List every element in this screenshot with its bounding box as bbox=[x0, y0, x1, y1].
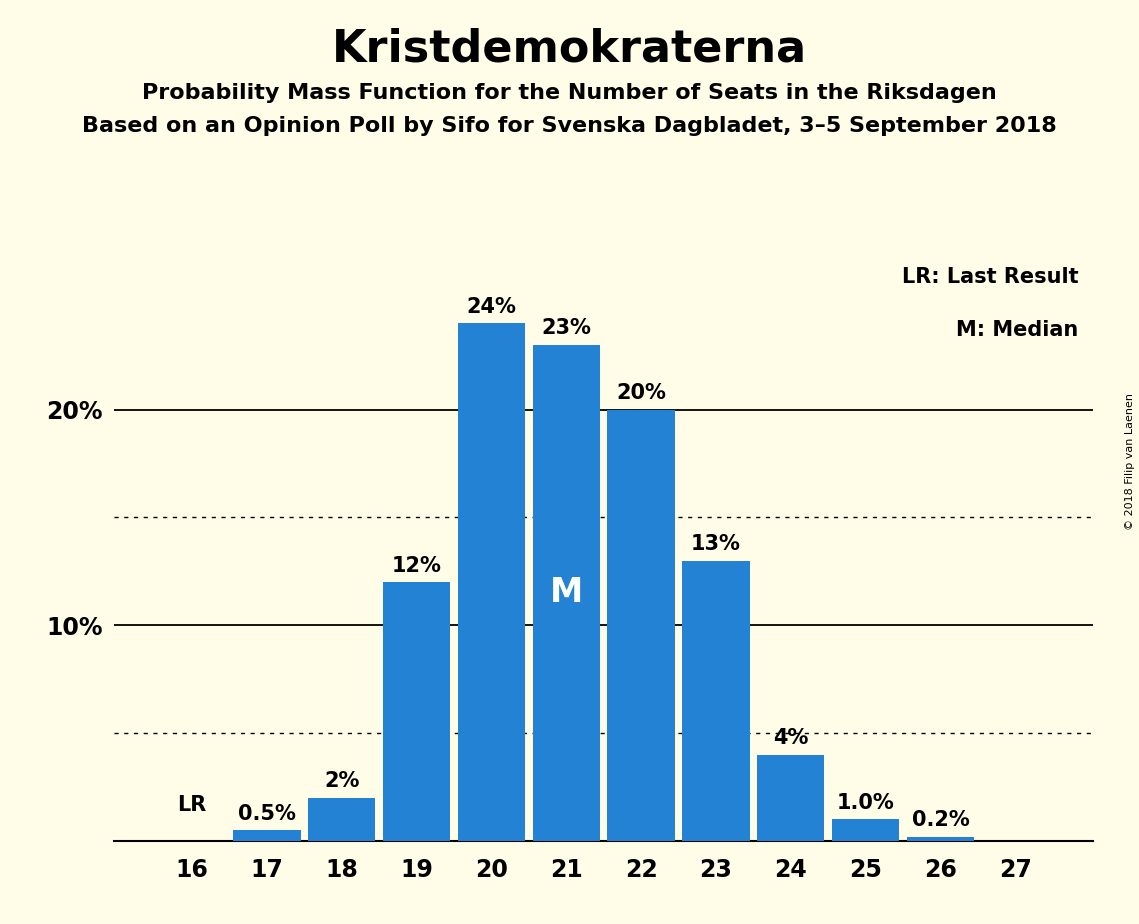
Text: LR: Last Result: LR: Last Result bbox=[902, 267, 1079, 287]
Text: M: Median: M: Median bbox=[957, 320, 1079, 340]
Text: 13%: 13% bbox=[691, 534, 740, 554]
Text: M: M bbox=[550, 577, 583, 610]
Bar bbox=[682, 561, 749, 841]
Bar bbox=[533, 345, 600, 841]
Text: 24%: 24% bbox=[467, 297, 516, 317]
Bar bbox=[233, 830, 301, 841]
Bar bbox=[831, 820, 900, 841]
Bar bbox=[308, 797, 376, 841]
Text: LR: LR bbox=[178, 795, 206, 815]
Text: Probability Mass Function for the Number of Seats in the Riksdagen: Probability Mass Function for the Number… bbox=[142, 83, 997, 103]
Bar bbox=[383, 582, 450, 841]
Text: 0.5%: 0.5% bbox=[238, 804, 296, 823]
Bar bbox=[458, 323, 525, 841]
Text: 0.2%: 0.2% bbox=[911, 810, 969, 830]
Text: © 2018 Filip van Laenen: © 2018 Filip van Laenen bbox=[1125, 394, 1134, 530]
Text: 12%: 12% bbox=[392, 555, 442, 576]
Text: Based on an Opinion Poll by Sifo for Svenska Dagbladet, 3–5 September 2018: Based on an Opinion Poll by Sifo for Sve… bbox=[82, 116, 1057, 136]
Text: 4%: 4% bbox=[773, 728, 809, 748]
Text: 1.0%: 1.0% bbox=[837, 793, 894, 813]
Text: 2%: 2% bbox=[325, 772, 360, 791]
Text: 23%: 23% bbox=[541, 319, 591, 338]
Text: Kristdemokraterna: Kristdemokraterna bbox=[331, 28, 808, 71]
Bar bbox=[607, 409, 674, 841]
Text: 20%: 20% bbox=[616, 383, 666, 403]
Bar bbox=[907, 836, 974, 841]
Bar bbox=[757, 755, 825, 841]
